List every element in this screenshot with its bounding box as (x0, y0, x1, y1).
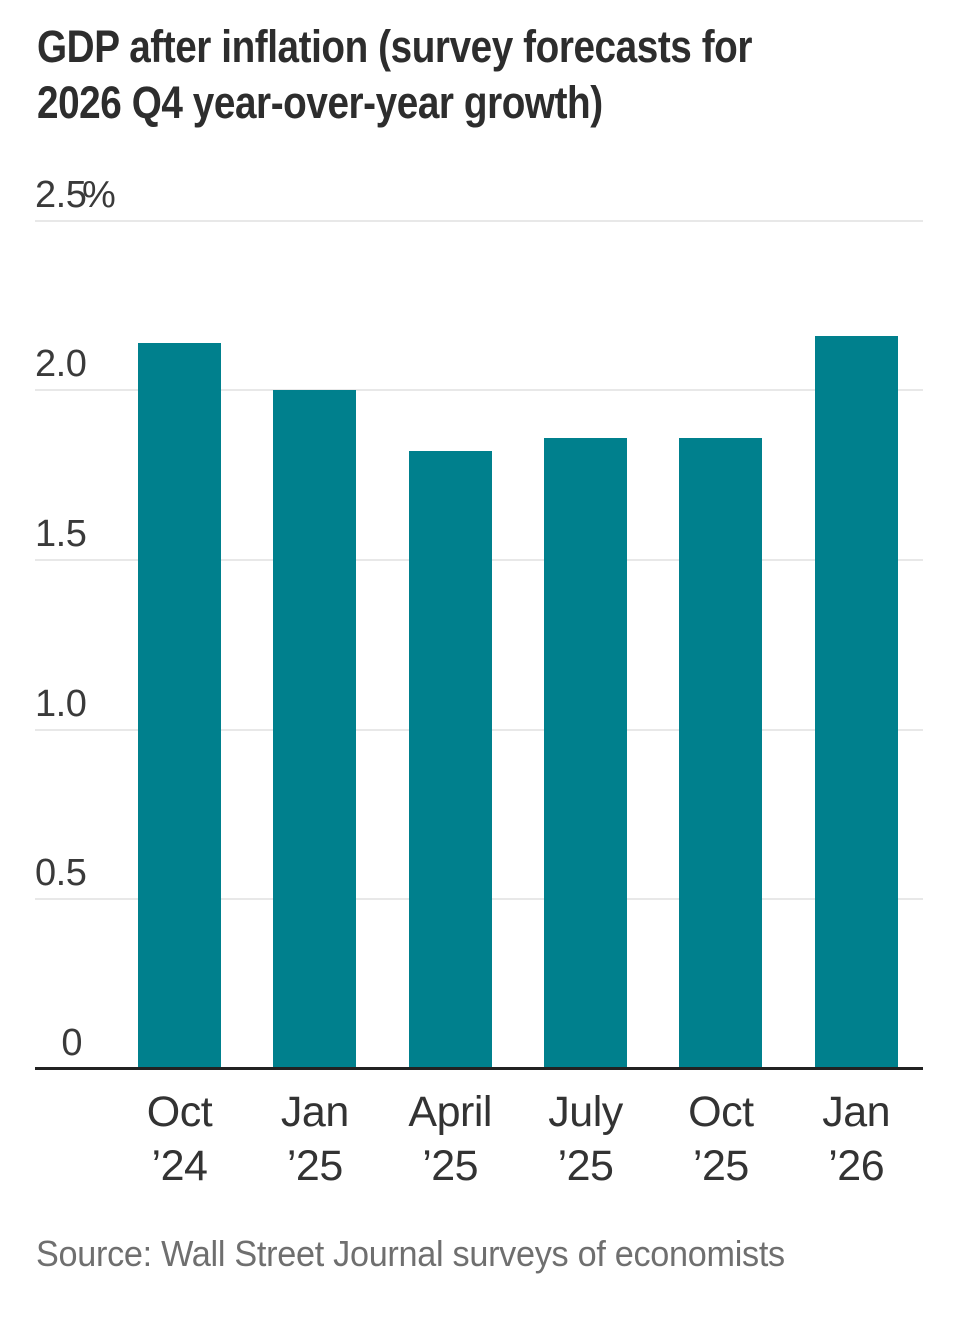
x-axis-label-oct: Oct ’25 (636, 1085, 806, 1193)
x-label-year: ’24 (151, 1142, 208, 1190)
y-tick-label-2.5: 2.5% (35, 173, 116, 217)
x-label-month: July (548, 1088, 623, 1136)
chart-title-line-2: 2026 Q4 year-over-year growth) (37, 77, 603, 128)
x-label-year: ’26 (828, 1142, 885, 1190)
source-note: Source: Wall Street Journal surveys of e… (36, 1233, 785, 1274)
x-label-year: ’25 (286, 1142, 343, 1190)
x-label-month: Oct (146, 1088, 213, 1136)
x-axis-label-april: April ’25 (365, 1085, 535, 1193)
x-label-month: April (408, 1088, 492, 1136)
chart-title: GDP after inflation (survey forecasts fo… (37, 19, 752, 131)
x-axis-label-oct: Oct ’24 (95, 1085, 265, 1193)
x-label-month: Oct (688, 1088, 754, 1136)
gridline-2.0 (35, 389, 923, 392)
chart-title-line-1: GDP after inflation (survey forecasts fo… (37, 21, 753, 72)
x-label-month: Jan (280, 1088, 349, 1136)
bar-July-’25[interactable] (544, 437, 628, 1069)
gridline-2.5 (35, 219, 923, 222)
y-tick-unit: % (82, 173, 116, 216)
y-tick-label-0.5: 0.5 (35, 851, 87, 895)
bar-Oct-’25[interactable] (679, 437, 763, 1069)
y-tick-value: 0 (61, 1022, 82, 1064)
y-tick-value: 1.0 (35, 682, 87, 725)
x-label-month: Jan (822, 1088, 891, 1136)
bar-Oct-’24[interactable] (138, 342, 221, 1069)
x-axis-label-jan: Jan ’26 (771, 1085, 941, 1193)
y-tick-label-1.5: 1.5 (35, 512, 87, 556)
x-axis-label-jan: Jan ’25 (230, 1085, 400, 1193)
x-label-year: ’25 (422, 1142, 479, 1190)
y-tick-label-1.0: 1.0 (35, 682, 87, 726)
x-label-year: ’25 (557, 1142, 614, 1190)
y-tick-value: 1.5 (35, 512, 87, 555)
y-tick-label-0: 0 (35, 1021, 82, 1065)
x-axis-line (35, 1067, 923, 1070)
y-tick-value: 2.0 (35, 343, 87, 386)
x-axis-label-july: July ’25 (501, 1085, 671, 1193)
y-tick-value: 0.5 (35, 852, 87, 895)
bar-April-’25[interactable] (408, 451, 492, 1069)
bar-Jan-’25[interactable] (273, 390, 357, 1069)
x-label-year: ’25 (692, 1142, 749, 1190)
bar-Jan-’26[interactable] (814, 335, 898, 1069)
y-tick-value: 2.5 (35, 173, 87, 216)
y-tick-label-2.0: 2.0 (35, 342, 87, 386)
